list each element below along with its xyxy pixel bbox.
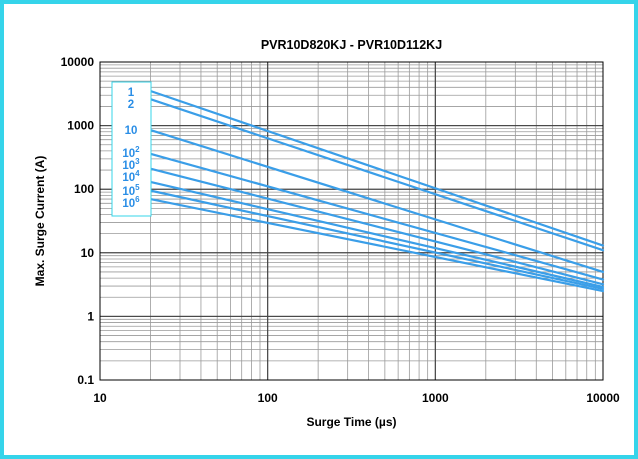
legend-label: 102 bbox=[122, 145, 140, 160]
legend-label: 1 bbox=[128, 87, 135, 99]
legend-label: 103 bbox=[122, 157, 140, 172]
y-tick-label: 1 bbox=[87, 309, 94, 323]
legend-label: 2 bbox=[128, 99, 134, 111]
x-tick-label: 1000 bbox=[422, 391, 449, 405]
legend-label: 106 bbox=[122, 195, 140, 210]
legend-box bbox=[111, 81, 152, 217]
x-tick-label: 10 bbox=[93, 391, 107, 405]
series-line bbox=[149, 98, 605, 252]
series-line bbox=[149, 152, 605, 281]
series-line bbox=[149, 197, 605, 293]
legend-label: 10 bbox=[125, 125, 138, 137]
y-tick-label: 0.1 bbox=[77, 373, 94, 387]
series-lines bbox=[149, 89, 605, 293]
legend-label: 104 bbox=[122, 169, 140, 184]
x-axis-label: Surge Time (µs) bbox=[306, 415, 396, 429]
x-tick-label: 10000 bbox=[586, 391, 620, 405]
x-axis-ticks: 10 100 1000 10000 bbox=[93, 391, 620, 405]
y-tick-label: 10000 bbox=[61, 55, 95, 69]
x-tick-label: 100 bbox=[258, 391, 278, 405]
legend-label: 105 bbox=[122, 183, 140, 198]
chart-title: PVR10D820KJ - PVR10D112KJ bbox=[261, 38, 442, 52]
y-tick-label: 10 bbox=[81, 246, 95, 260]
y-axis-label: Max. Surge Current (A) bbox=[33, 156, 47, 287]
series-line bbox=[149, 167, 605, 286]
series-line bbox=[149, 89, 605, 247]
series-line bbox=[149, 128, 605, 274]
plot-border bbox=[99, 61, 604, 381]
y-tick-label: 1000 bbox=[67, 119, 94, 133]
y-axis-ticks: 0.1 1 10 100 1000 10000 bbox=[61, 55, 95, 387]
series-line bbox=[149, 180, 605, 289]
series-line bbox=[149, 189, 605, 291]
y-tick-label: 100 bbox=[74, 182, 94, 196]
